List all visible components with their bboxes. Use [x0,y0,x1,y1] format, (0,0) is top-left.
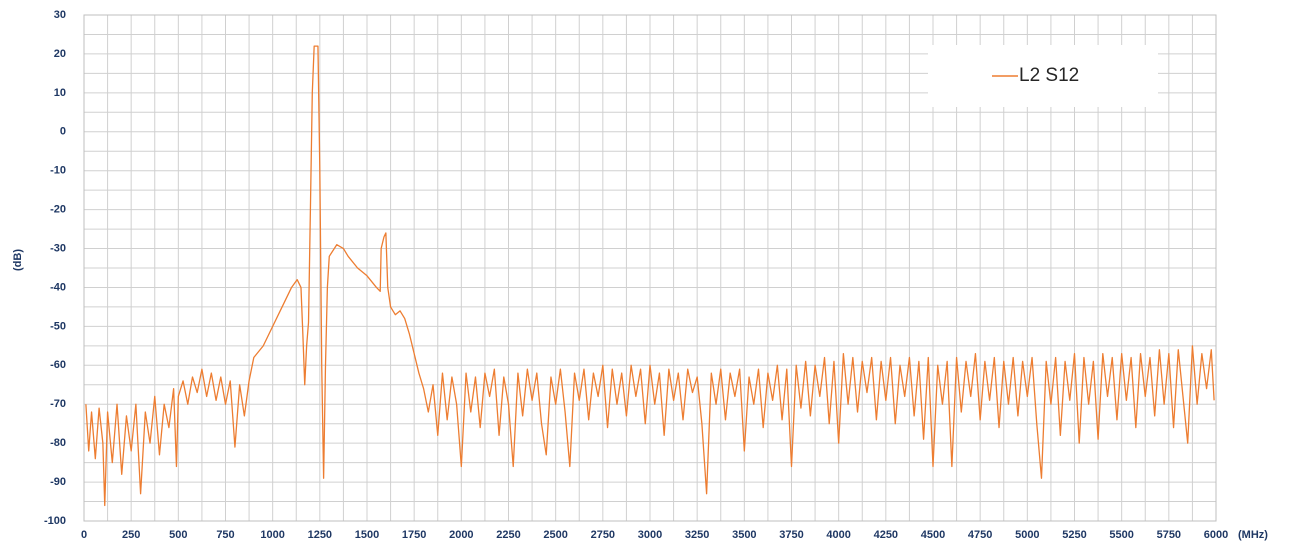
y-tick-label: -50 [50,320,66,332]
x-tick-label: 5250 [1062,529,1086,541]
x-tick-label: 1250 [308,529,332,541]
x-tick-label: 2250 [496,529,520,541]
x-tick-label: 4500 [921,529,945,541]
y-tick-label: -60 [50,359,66,371]
y-tick-label: -100 [44,515,66,527]
y-tick-label: -90 [50,476,66,488]
x-tick-label: 5750 [1157,529,1181,541]
plot-border [83,14,1217,522]
x-tick-label: 1750 [402,529,426,541]
x-tick-label: 4250 [874,529,898,541]
y-tick-label: -70 [50,398,66,410]
x-tick-label: 3750 [779,529,803,541]
x-axis-label: (MHz) [1238,529,1268,541]
x-tick-label: 2500 [543,529,567,541]
x-tick-label: 750 [216,529,234,541]
x-tick-label: 3000 [638,529,662,541]
x-tick-label: 4750 [968,529,992,541]
y-tick-label: -40 [50,281,66,293]
x-tick-label: 500 [169,529,187,541]
x-tick-label: 3500 [732,529,756,541]
x-tick-label: 5500 [1109,529,1133,541]
x-tick-label: 1500 [355,529,379,541]
legend-label: L2 S12 [1019,65,1079,86]
y-axis-label: (dB) [12,249,24,271]
y-tick-label: -80 [50,437,66,449]
x-tick-label: 6000 [1204,529,1228,541]
legend-box [928,45,1158,107]
y-tick-label: -10 [50,165,66,177]
y-tick-label: -20 [50,204,66,216]
y-tick-label: 30 [54,9,66,21]
y-tick-label: -30 [50,242,66,254]
x-tick-label: 2000 [449,529,473,541]
x-tick-label: 0 [81,529,87,541]
x-tick-label: 3250 [685,529,709,541]
x-tick-label: 1000 [260,529,284,541]
y-tick-label: 10 [54,87,66,99]
x-tick-label: 5000 [1015,529,1039,541]
y-tick-label: 0 [60,126,66,138]
x-tick-label: 2750 [591,529,615,541]
x-tick-label: 4000 [826,529,850,541]
y-tick-label: 20 [54,48,66,60]
data-line [85,45,1215,507]
x-tick-label: 250 [122,529,140,541]
